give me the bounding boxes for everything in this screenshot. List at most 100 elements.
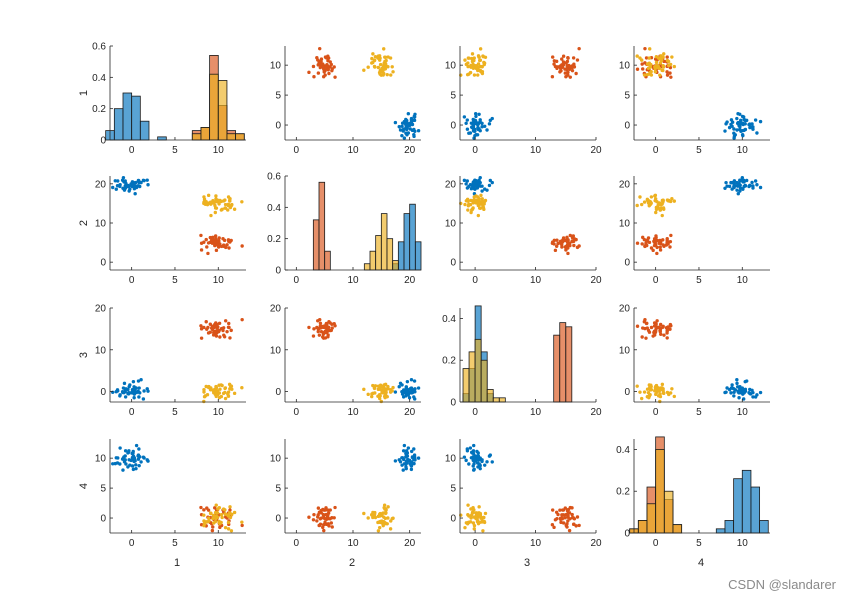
y-tick-label: 20 bbox=[95, 179, 107, 190]
scatter-point bbox=[477, 458, 481, 462]
scatter-point bbox=[226, 195, 231, 199]
x-tick-label: 10 bbox=[530, 275, 542, 286]
scatter-point bbox=[741, 115, 746, 119]
scatter-point bbox=[412, 453, 417, 457]
hist-bar bbox=[392, 260, 399, 271]
scatter-point bbox=[312, 75, 316, 79]
scatter-point bbox=[121, 175, 126, 180]
scatter-point bbox=[465, 118, 469, 122]
scatter-point bbox=[132, 396, 136, 400]
scatter-point bbox=[330, 326, 334, 330]
scatter-point bbox=[664, 243, 669, 247]
scatter-point bbox=[118, 393, 122, 397]
scatter-point bbox=[649, 383, 653, 387]
scatter-point bbox=[408, 462, 412, 466]
hist-bar bbox=[113, 108, 124, 141]
scatter-point bbox=[665, 55, 669, 59]
scatter-point bbox=[661, 68, 665, 73]
scatter-point bbox=[321, 335, 325, 339]
hist-bar bbox=[565, 326, 573, 403]
scatter-point bbox=[211, 333, 216, 337]
y-tick-label: 10 bbox=[270, 61, 282, 72]
scatter-point bbox=[566, 251, 570, 256]
scatter-point bbox=[651, 334, 655, 338]
scatter-point bbox=[732, 387, 736, 391]
scatter-point bbox=[642, 200, 647, 204]
scatter-point bbox=[665, 70, 669, 74]
y-tick-label: 0 bbox=[275, 387, 281, 398]
scatter-point bbox=[226, 208, 230, 212]
scatter-point bbox=[739, 178, 743, 182]
scatter-point bbox=[412, 379, 417, 383]
scatter-point bbox=[468, 183, 473, 187]
scatter-point bbox=[666, 199, 671, 203]
scatter-point bbox=[209, 213, 213, 218]
scatter-point bbox=[206, 516, 211, 520]
scatter-point bbox=[485, 460, 489, 464]
scatter-point bbox=[556, 512, 560, 517]
scatter-point bbox=[480, 125, 484, 129]
scatter-point bbox=[381, 523, 385, 528]
scatter-point bbox=[217, 236, 221, 240]
scatter-point bbox=[202, 240, 206, 244]
hist-bar bbox=[235, 133, 245, 141]
scatter-point bbox=[727, 184, 732, 189]
hist-bar bbox=[733, 478, 743, 534]
scatter-point bbox=[748, 125, 753, 129]
scatter-point bbox=[219, 513, 224, 517]
hist-bar bbox=[655, 449, 665, 534]
scatter-point bbox=[371, 52, 375, 56]
scatter-point bbox=[214, 334, 219, 338]
scatter-point bbox=[665, 336, 669, 340]
scatter-point bbox=[725, 184, 729, 188]
scatter-point bbox=[652, 243, 657, 248]
scatter-point bbox=[400, 456, 404, 460]
scatter-point bbox=[472, 467, 476, 472]
y-tick-label: 20 bbox=[270, 304, 282, 315]
scatter-point bbox=[330, 67, 334, 71]
y-variable-label: 1 bbox=[78, 90, 90, 96]
scatter-point bbox=[670, 197, 674, 201]
x-tick-label: 5 bbox=[696, 538, 702, 549]
hist-bar bbox=[498, 397, 506, 403]
x-tick-label: 10 bbox=[347, 538, 359, 549]
y-tick-label: 10 bbox=[445, 61, 457, 72]
scatter-point bbox=[649, 62, 653, 67]
scatter-point bbox=[223, 202, 228, 207]
panel-3-1: 0 10 20 0 5 10 bbox=[95, 304, 246, 418]
scatter-point bbox=[741, 133, 745, 138]
scatter-point bbox=[468, 131, 473, 135]
scatter-point bbox=[146, 183, 150, 187]
scatter-point bbox=[755, 393, 759, 397]
scatter-point bbox=[570, 512, 574, 517]
hist-bar bbox=[409, 203, 416, 271]
scatter-point bbox=[397, 385, 401, 389]
scatter-point bbox=[213, 510, 218, 515]
y-tick-label: 0 bbox=[450, 121, 456, 132]
scatter-point bbox=[568, 233, 572, 238]
scatter-point bbox=[475, 65, 480, 69]
hist-bar bbox=[312, 219, 320, 271]
scatter-point bbox=[215, 243, 219, 247]
scatter-point bbox=[134, 463, 138, 467]
scatter-point bbox=[204, 237, 208, 242]
scatter-point bbox=[378, 394, 382, 398]
scatter-point bbox=[240, 317, 244, 322]
scatter-point bbox=[390, 65, 394, 69]
scatter-point bbox=[738, 385, 742, 389]
x-tick-label: 10 bbox=[530, 145, 542, 156]
scatter-point bbox=[463, 58, 467, 62]
hist-bar bbox=[663, 490, 674, 534]
scatter-point bbox=[732, 181, 736, 186]
scatter-point bbox=[311, 64, 316, 69]
hist-bar bbox=[759, 520, 769, 534]
hist-bar bbox=[403, 213, 411, 271]
scatter-point bbox=[316, 319, 320, 323]
panel-4-4: 0 0.2 0.4 0 5 10 bbox=[616, 436, 770, 549]
scatter-point bbox=[327, 320, 331, 324]
panel-3-2: 0 10 20 0 10 20 bbox=[270, 304, 421, 418]
hist-bar bbox=[375, 235, 382, 271]
scatter-point bbox=[145, 458, 149, 462]
scatter-point bbox=[654, 235, 658, 240]
y-tick-label: 0.4 bbox=[267, 203, 281, 214]
